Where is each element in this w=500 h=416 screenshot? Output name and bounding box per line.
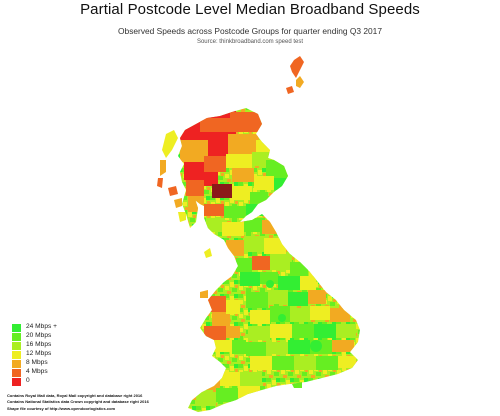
credit-line: Contains Royal Mail data, Royal Mail cop…	[7, 393, 143, 398]
small-islands	[200, 248, 302, 388]
legend-swatch	[12, 333, 21, 341]
credits: Contains Royal Mail data, Royal Mail cop…	[7, 393, 149, 412]
legend-label: 8 Mbps	[26, 359, 48, 366]
legend-swatch	[12, 369, 21, 377]
map-source: Source: thinkbroadband.com speed test	[196, 39, 304, 45]
legend-swatch	[12, 342, 21, 350]
legend-swatch	[12, 351, 21, 359]
mainland-speeds	[178, 108, 360, 412]
legend-swatch	[12, 324, 21, 332]
legend-label: 12 Mbps	[26, 350, 52, 357]
legend-swatch	[12, 378, 21, 386]
legend-label: 0	[26, 377, 30, 384]
credit-line: Contains National Statistics data Crown …	[7, 399, 149, 405]
legend-swatch	[12, 360, 21, 368]
legend-label: 24 Mbps +	[26, 323, 57, 330]
legend-label: 20 Mbps	[26, 332, 52, 339]
legend-label: 16 Mbps	[26, 341, 52, 348]
legend-label: 4 Mbps	[26, 368, 48, 375]
credit-line: Shape file courtesy of http://www.opendo…	[7, 405, 116, 411]
map-title: Partial Postcode Level Median Broadband …	[80, 1, 420, 18]
western-isles	[157, 130, 186, 222]
map-subtitle: Observed Speeds across Postcode Groups f…	[118, 26, 382, 36]
